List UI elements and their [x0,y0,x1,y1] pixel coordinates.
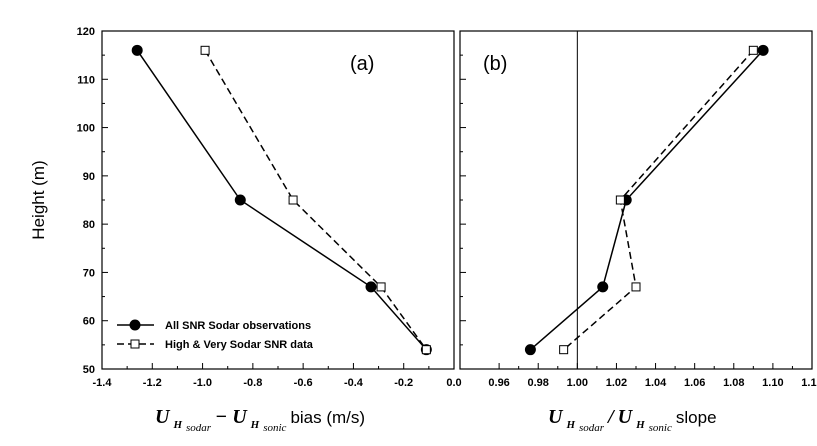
x-tick-label-b: 1.04 [645,377,667,389]
panel-b-axes: 0.96 0.98 1.00 1.02 1.04 1.06 1.08 1.10 1.12 [460,30,817,389]
x-tick-label-a: -0.4 [344,377,364,389]
x-label-b-term1: U [548,406,564,428]
panel-a-frame [101,30,455,370]
data-point-open [288,195,298,205]
x-label-b-suffix: slope [676,408,717,427]
x-label-b-term2-sub2: sonic [649,422,672,434]
data-point-open [421,345,431,355]
x-label-a-suffix: bias (m/s) [290,408,365,427]
data-point-open [631,282,641,292]
x-label-b-term1-sub1: H [565,419,575,431]
series-line-b-1 [563,49,754,351]
x-label-b-operator: / [606,406,616,428]
x-label-b-term2: U [618,406,634,428]
x-label-a-term2: U [232,406,248,428]
x-tick-label-b: 1.12 [801,377,817,389]
data-point-open [615,195,625,205]
x-label-b-term1-sub2: sodar [579,422,605,434]
x-tick-label-a: -0.6 [294,377,313,389]
x-label-a-term1-sub1: H [172,419,182,431]
panel-b-series [524,44,769,356]
panel-a-series [131,44,432,356]
data-point-filled [234,194,246,206]
y-tick-label: 70 [83,267,95,279]
x-tick-label-a: -0.2 [394,377,413,389]
series-line-a-1 [204,49,427,351]
y-tick-label: 60 [83,316,95,328]
data-point-open [748,45,758,55]
x-tick-label-a: -1.2 [143,377,162,389]
panel-b-frame [459,30,813,370]
data-point-open [200,45,210,55]
x-axis-label-b: U H sodar / U H sonic slope [548,406,717,435]
x-label-a-operator: − [215,406,232,428]
legend-marker-high-snr [130,339,140,349]
x-tick-label-b: 1.08 [723,377,744,389]
x-tick-label-b: 1.10 [762,377,783,389]
legend: All SNR Sodar observations High & Very S… [117,319,314,351]
data-point-filled [597,281,609,293]
data-point-filled [757,44,769,56]
data-point-filled [524,344,536,356]
y-tick-label: 80 [83,219,95,231]
x-label-a-term2-sub2: sonic [263,422,286,434]
legend-label-all-snr: All SNR Sodar observations [165,320,311,332]
legend-marker-all-snr [129,319,141,331]
x-tick-label-a: -0.8 [243,377,262,389]
series-line-b-0 [529,49,764,351]
legend-label-high-snr: High & Very Sodar SNR data [165,339,314,351]
y-tick-label: 90 [83,171,95,183]
data-point-filled [131,44,143,56]
x-tick-label-b: 0.98 [528,377,549,389]
x-label-a-term1: U [155,406,171,428]
data-point-open [376,282,386,292]
x-tick-label-b: 1.06 [684,377,705,389]
x-tick-label-a: -1.0 [193,377,212,389]
y-tick-label: 100 [77,123,95,135]
x-tick-label-a: -1.4 [93,377,113,389]
y-tick-label: 110 [77,74,95,86]
panel-a-axes: -1.4 -1.2 -1.0 -0.8 -0.6 -0.4 -0.2 0.0 50 60 70 80 9… [77,26,462,389]
y-axis-label: Height (m) [29,160,48,239]
data-point-filled [365,281,377,293]
panel-b-label: (b) [483,53,507,75]
y-tick-label: 120 [77,26,95,38]
panel-a-label: (a) [350,53,374,75]
x-label-b-term2-sub1: H [635,419,645,431]
series-line-a-0 [136,49,427,351]
x-tick-label-b: 0.96 [488,377,509,389]
x-tick-label-b: 1.02 [606,377,627,389]
y-tick-label: 50 [83,364,95,376]
x-label-a-term1-sub2: sodar [186,422,212,434]
x-tick-label-a: 0.0 [446,377,461,389]
data-point-open [559,345,569,355]
x-tick-label-b: 1.00 [567,377,588,389]
x-label-a-term2-sub1: H [250,419,260,431]
x-axis-label-a: U H sodar − U H sonic bias (m/s) [155,406,365,435]
